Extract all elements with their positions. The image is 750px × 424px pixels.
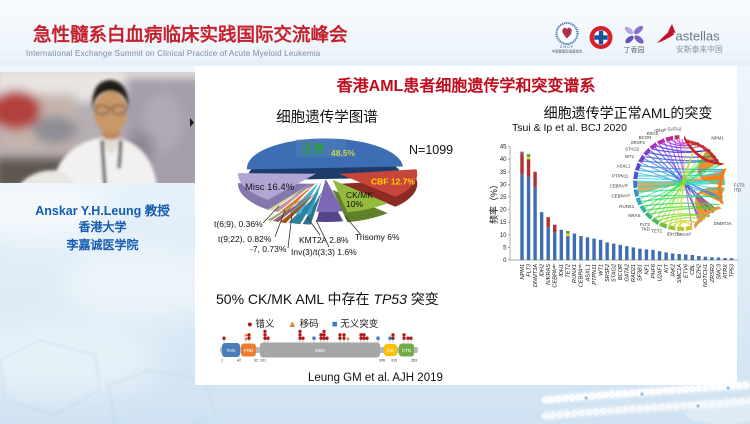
svg-text:92: 92 bbox=[254, 359, 258, 363]
svg-text:CEBPAˢᵐ: CEBPAˢᵐ bbox=[612, 194, 631, 199]
svg-text:IDH1ᴿ: IDH1ᴿ bbox=[667, 231, 679, 236]
svg-text:WT1: WT1 bbox=[625, 154, 635, 159]
svg-text:ASXL1: ASXL1 bbox=[617, 164, 631, 169]
svg-text:CTD: CTD bbox=[402, 348, 412, 353]
svg-text:15: 15 bbox=[500, 220, 507, 226]
svg-text:306: 306 bbox=[379, 359, 385, 363]
svg-text:NPM1: NPM1 bbox=[711, 136, 724, 141]
svg-text:CK/MK: CK/MK bbox=[346, 190, 373, 200]
svg-text:20: 20 bbox=[500, 208, 507, 214]
svg-text:SRSF2: SRSF2 bbox=[605, 263, 611, 282]
svg-text:CEBPAᵈᵐ: CEBPAᵈᵐ bbox=[609, 184, 628, 189]
svg-text:48.5%: 48.5% bbox=[331, 148, 356, 158]
svg-text:SMC3: SMC3 bbox=[716, 263, 722, 279]
svg-text:FLT3-ITD: FLT3-ITD bbox=[734, 183, 746, 193]
svg-text:42: 42 bbox=[237, 359, 241, 363]
svg-text:SF3B1: SF3B1 bbox=[638, 264, 644, 281]
svg-text:NRAS: NRAS bbox=[628, 213, 640, 218]
svg-text:CEBPAˢᵐ: CEBPAˢᵐ bbox=[579, 264, 585, 287]
svg-text:CBF 12.7%: CBF 12.7% bbox=[371, 177, 415, 187]
svg-text:BCOR: BCOR bbox=[639, 135, 652, 140]
svg-text:GATA2: GATA2 bbox=[625, 263, 631, 281]
svg-text:NOTCH1: NOTCH1 bbox=[703, 264, 709, 287]
svg-text:SMC1A: SMC1A bbox=[677, 264, 683, 284]
svg-text:KMT2A 2.8%: KMT2A 2.8% bbox=[299, 235, 349, 245]
svg-text:NF1: NF1 bbox=[644, 264, 650, 275]
svg-text:TET2: TET2 bbox=[651, 229, 662, 234]
svg-text:1: 1 bbox=[221, 359, 223, 363]
svg-text:Misc 16.4%: Misc 16.4% bbox=[245, 182, 295, 193]
svg-text:EZH2: EZH2 bbox=[697, 263, 703, 278]
svg-text:RUNX1: RUNX1 bbox=[572, 264, 578, 283]
svg-text:BCOR: BCOR bbox=[618, 264, 624, 280]
svg-text:5: 5 bbox=[503, 245, 507, 251]
svg-text:正常: 正常 bbox=[301, 141, 325, 156]
svg-text:CEBPAᵈᵐ: CEBPAᵈᵐ bbox=[552, 264, 559, 288]
svg-text:10%: 10% bbox=[346, 199, 363, 209]
svg-text:WT1: WT1 bbox=[598, 264, 604, 276]
svg-text:Inv(3)/t(3;3) 1.6%: Inv(3)/t(3;3) 1.6% bbox=[291, 247, 357, 257]
svg-text:JAK2: JAK2 bbox=[671, 263, 677, 278]
svg-text:STAG2: STAG2 bbox=[612, 263, 618, 282]
svg-text:中国健康促进基金会: 中国健康促进基金会 bbox=[552, 49, 583, 54]
svg-text:GATA2: GATA2 bbox=[668, 126, 682, 131]
svg-text:45: 45 bbox=[500, 145, 507, 151]
svg-text:ETV6: ETV6 bbox=[684, 263, 690, 278]
svg-text:DBD: DBD bbox=[315, 348, 325, 353]
svg-text:40: 40 bbox=[500, 157, 507, 163]
svg-text:ATRX: ATRX bbox=[723, 264, 729, 280]
svg-text:NRASᴳ: NRASᴳ bbox=[677, 232, 692, 237]
svg-text:astellas: astellas bbox=[676, 29, 721, 44]
svg-text:IDH1: IDH1 bbox=[559, 264, 565, 277]
svg-text:SRSF2: SRSF2 bbox=[631, 140, 646, 145]
svg-text:25: 25 bbox=[500, 195, 507, 201]
svg-text:安斯泰来中国: 安斯泰来中国 bbox=[676, 44, 723, 54]
svg-text:-7, 0.73%: -7, 0.73% bbox=[250, 244, 287, 254]
svg-text:CHCF: CHCF bbox=[560, 45, 574, 49]
svg-text:TET2: TET2 bbox=[566, 263, 572, 278]
svg-text:IDH2ᴿ: IDH2ᴿ bbox=[654, 128, 666, 133]
svg-text:NPM1: NPM1 bbox=[520, 264, 526, 280]
svg-text:315: 315 bbox=[391, 359, 397, 363]
svg-text:PRD: PRD bbox=[244, 348, 254, 353]
svg-text:DNMT3A: DNMT3A bbox=[533, 264, 539, 287]
svg-text:Trisomy 6%: Trisomy 6% bbox=[355, 232, 400, 242]
svg-text:TAD: TAD bbox=[227, 348, 237, 353]
svg-text:FLT3: FLT3 bbox=[526, 263, 532, 277]
svg-text:PTPN11: PTPN11 bbox=[592, 264, 598, 285]
svg-text:PHF6: PHF6 bbox=[651, 263, 657, 278]
svg-text:353: 353 bbox=[411, 359, 417, 363]
svg-text:U2AF1: U2AF1 bbox=[657, 264, 663, 281]
svg-text:KIT: KIT bbox=[664, 263, 670, 272]
svg-text:ASXL1: ASXL1 bbox=[585, 264, 591, 282]
svg-text:PTPN11: PTPN11 bbox=[612, 174, 629, 179]
svg-text:t(6;9), 0.36%: t(6;9), 0.36% bbox=[214, 219, 263, 229]
svg-text:N/KRAS: N/KRAS bbox=[546, 264, 552, 285]
svg-text:ZRSR2: ZRSR2 bbox=[710, 263, 716, 283]
svg-text:t(9;22), 0.82%: t(9;22), 0.82% bbox=[218, 234, 272, 244]
svg-text:RUNX1: RUNX1 bbox=[619, 204, 634, 209]
svg-text:IDH2: IDH2 bbox=[539, 263, 545, 277]
svg-text:TP53: TP53 bbox=[729, 263, 735, 277]
svg-text:丁香园: 丁香园 bbox=[624, 45, 645, 54]
svg-text:0: 0 bbox=[503, 258, 507, 264]
svg-text:35: 35 bbox=[500, 170, 507, 176]
svg-text:频率（%）: 频率（%） bbox=[488, 180, 499, 224]
svg-text:KRAS: KRAS bbox=[647, 131, 659, 136]
svg-text:30: 30 bbox=[500, 182, 507, 188]
svg-text:10: 10 bbox=[500, 233, 507, 239]
svg-text:DNMT3A: DNMT3A bbox=[714, 221, 732, 226]
svg-text:101: 101 bbox=[260, 359, 266, 363]
svg-text:RAD21: RAD21 bbox=[631, 264, 637, 282]
svg-text:CBL: CBL bbox=[690, 264, 696, 275]
svg-text:STAG2: STAG2 bbox=[625, 146, 640, 151]
svg-text:OD: OD bbox=[387, 348, 395, 353]
